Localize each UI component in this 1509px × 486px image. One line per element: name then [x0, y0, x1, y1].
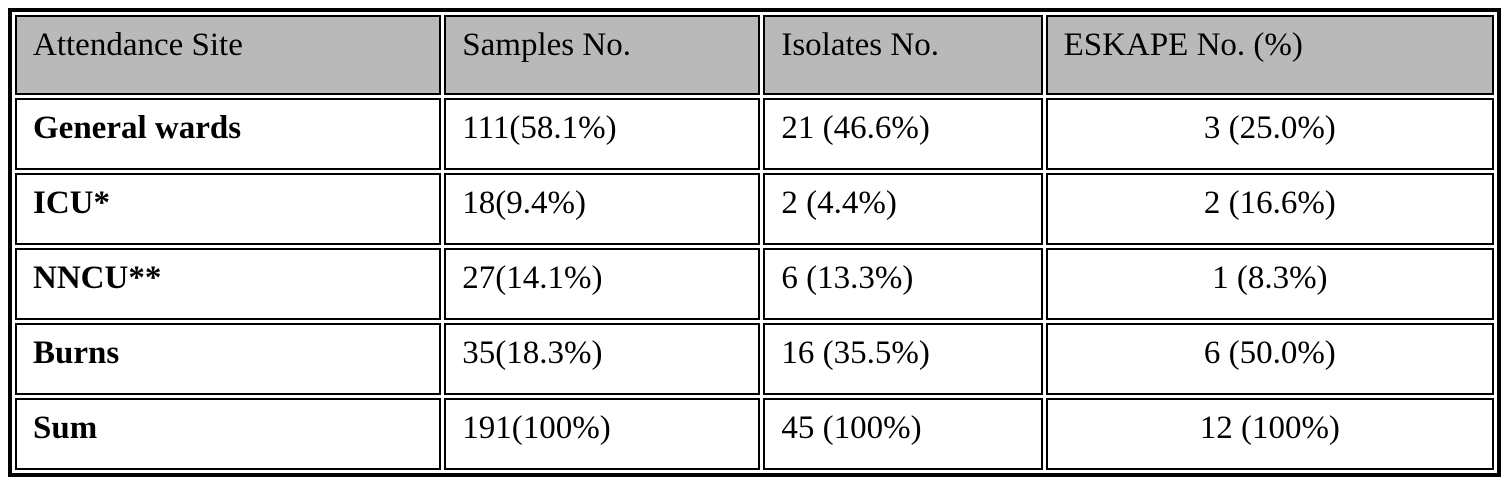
samples-value: 18(9.4%) — [444, 173, 761, 245]
samples-value: 191(100%) — [444, 398, 761, 470]
eskape-value: 2 (16.6%) — [1045, 173, 1494, 245]
isolates-value: 2 (4.4%) — [763, 173, 1043, 245]
samples-value: 27(14.1%) — [444, 248, 761, 320]
table-row-nncu: NNCU** 27(14.1%) 6 (13.3%) 1 (8.3%) — [15, 248, 1494, 320]
eskape-value: 12 (100%) — [1045, 398, 1494, 470]
row-label-general-wards: General wards — [15, 98, 442, 170]
table-row-burns: Burns 35(18.3%) 16 (35.5%) 6 (50.0%) — [15, 323, 1494, 395]
isolates-value: 45 (100%) — [763, 398, 1043, 470]
table-row-icu: ICU* 18(9.4%) 2 (4.4%) 2 (16.6%) — [15, 173, 1494, 245]
column-header-samples-no: Samples No. — [444, 15, 761, 95]
eskape-value: 3 (25.0%) — [1045, 98, 1494, 170]
isolates-value: 16 (35.5%) — [763, 323, 1043, 395]
row-label-nncu: NNCU** — [15, 248, 442, 320]
column-header-attendance-site: Attendance Site — [15, 15, 442, 95]
eskape-value: 6 (50.0%) — [1045, 323, 1494, 395]
row-label-icu: ICU* — [15, 173, 442, 245]
header-row: Attendance Site Samples No. Isolates No.… — [15, 15, 1494, 95]
table-row-sum: Sum 191(100%) 45 (100%) 12 (100%) — [15, 398, 1494, 470]
row-label-burns: Burns — [15, 323, 442, 395]
column-header-eskape-no: ESKAPE No. (%) — [1045, 15, 1494, 95]
samples-value: 35(18.3%) — [444, 323, 761, 395]
eskape-value: 1 (8.3%) — [1045, 248, 1494, 320]
table-row-general-wards: General wards 111(58.1%) 21 (46.6%) 3 (2… — [15, 98, 1494, 170]
isolates-value: 21 (46.6%) — [763, 98, 1043, 170]
row-label-sum: Sum — [15, 398, 442, 470]
column-header-isolates-no: Isolates No. — [763, 15, 1043, 95]
isolates-value: 6 (13.3%) — [763, 248, 1043, 320]
attendance-table: Attendance Site Samples No. Isolates No.… — [8, 8, 1501, 477]
samples-value: 111(58.1%) — [444, 98, 761, 170]
